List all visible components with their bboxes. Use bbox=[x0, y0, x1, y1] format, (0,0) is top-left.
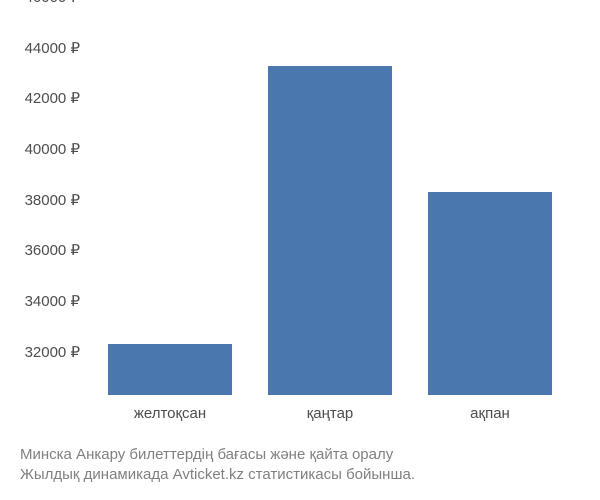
bar-feb bbox=[428, 192, 553, 395]
chart-caption: Минска Анкару билеттердің бағасы және қа… bbox=[20, 445, 415, 486]
y-tick-label: 40000 ₽ bbox=[25, 140, 80, 158]
x-label: ақпан bbox=[470, 405, 510, 422]
y-tick-label: 46000 ₽ bbox=[25, 0, 80, 6]
caption-line-2: Жылдық динамикада Avticket.kz статистика… bbox=[20, 465, 415, 485]
bar-slot: желтоқсан bbox=[90, 344, 250, 395]
y-tick-label: 38000 ₽ bbox=[25, 191, 80, 209]
bars-container: желтоқсан қаңтар ақпан bbox=[90, 15, 570, 395]
y-tick-label: 36000 ₽ bbox=[25, 241, 80, 259]
bar-slot: ақпан bbox=[410, 192, 570, 395]
caption-line-1: Минска Анкару билеттердің бағасы және қа… bbox=[20, 445, 415, 465]
y-tick-label: 44000 ₽ bbox=[25, 39, 80, 57]
x-label: желтоқсан bbox=[134, 405, 206, 422]
y-tick-label: 34000 ₽ bbox=[25, 292, 80, 310]
y-tick-label: 32000 ₽ bbox=[25, 343, 80, 361]
price-bar-chart: желтоқсан қаңтар ақпан 32000 ₽ 34000 ₽ 360… bbox=[0, 0, 600, 500]
bar-jan bbox=[268, 66, 393, 395]
y-tick-label: 42000 ₽ bbox=[25, 89, 80, 107]
bar-slot: қаңтар bbox=[250, 66, 410, 395]
x-label: қаңтар bbox=[307, 405, 354, 422]
plot-area: желтоқсан қаңтар ақпан 32000 ₽34000 ₽360… bbox=[90, 15, 570, 395]
bar-dec bbox=[108, 344, 233, 395]
